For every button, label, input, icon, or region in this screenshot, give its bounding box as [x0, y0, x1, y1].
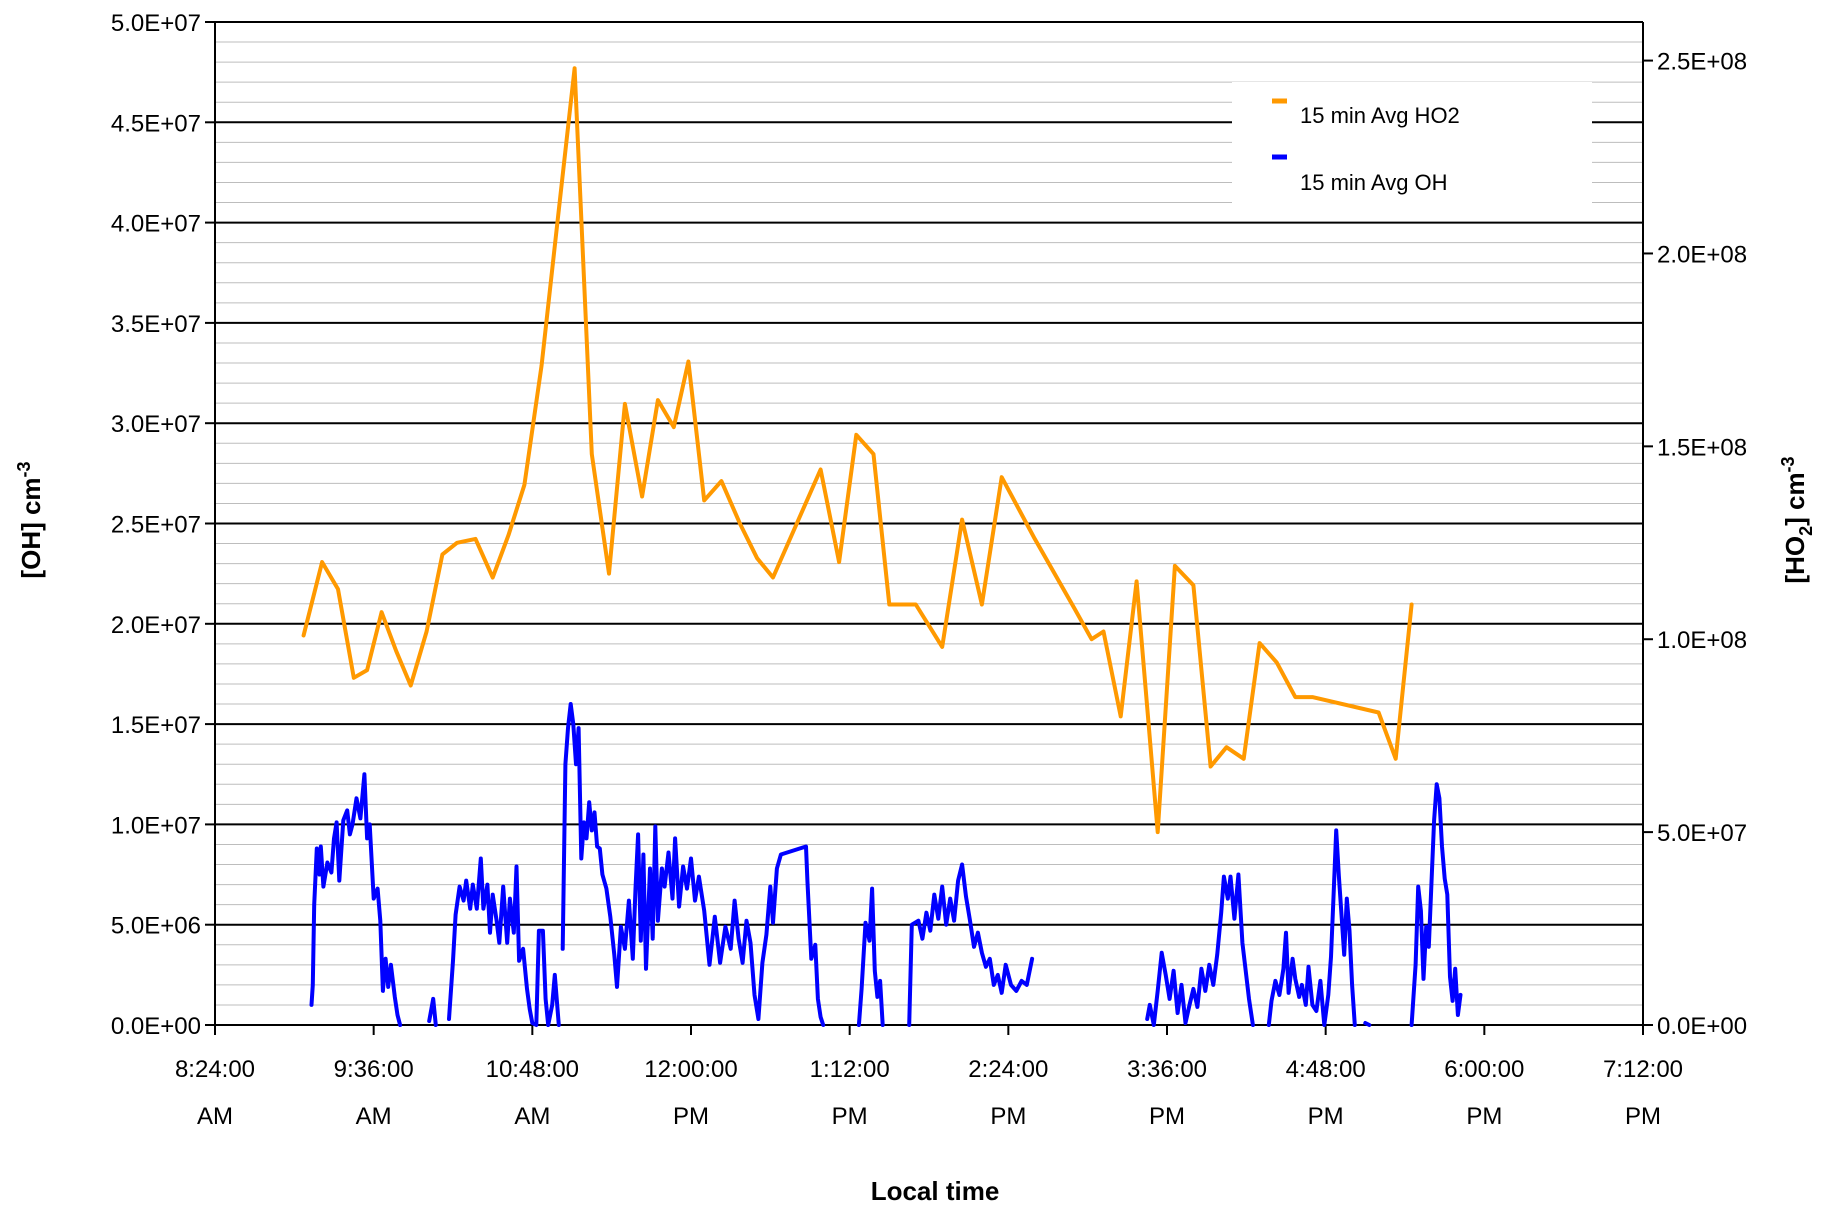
right-tick-label: 1.5E+08 [1657, 434, 1747, 461]
x-tick-label-time: 4:48:00 [1286, 1056, 1366, 1083]
left-axis-title-main: [OH] cm [16, 477, 46, 578]
series-line-oh [427, 996, 438, 1027]
right-tick-label: 1.0E+08 [1657, 627, 1747, 654]
series-line-oh [907, 862, 1035, 1027]
x-tick-label-ampm: PM [832, 1103, 868, 1130]
left-axis-title: [OH] cm-3 [14, 461, 46, 578]
x-tick-label-time: 12:00:00 [644, 1056, 737, 1083]
series-line-oh [1409, 782, 1463, 1027]
x-tick-label-time: 10:48:00 [486, 1056, 579, 1083]
right-tick-label: 2.5E+08 [1657, 49, 1747, 76]
left-tick-label: 2.0E+07 [111, 612, 201, 639]
x-tick-label-ampm: AM [197, 1103, 233, 1130]
x-tick-label-ampm: AM [514, 1103, 550, 1130]
x-tick-label-ampm: PM [1308, 1103, 1344, 1130]
left-tick-label: 4.0E+07 [111, 211, 201, 238]
left-tick-label: 4.5E+07 [111, 110, 201, 137]
series-line-oh [1266, 828, 1357, 1027]
right-tick-label: 5.0E+07 [1657, 820, 1747, 847]
left-tick-label: 0.0E+00 [111, 1013, 201, 1040]
series-line-oh [560, 702, 826, 1027]
left-tick-label: 3.5E+07 [111, 311, 201, 338]
x-tick-label-time: 1:12:00 [810, 1056, 890, 1083]
axes [205, 21, 1653, 1035]
left-tick-label: 1.0E+07 [111, 812, 201, 839]
legend-box [1232, 82, 1592, 207]
x-tick-label-time: 7:12:00 [1603, 1056, 1683, 1083]
left-tick-label: 2.5E+07 [111, 512, 201, 539]
right-axis-tick-labels: 0.0E+00 5.0E+07 1.0E+08 1.5E+08 2.0E+08 2.5E+… [1657, 49, 1747, 1040]
left-tick-label: 5.0E+07 [111, 10, 201, 37]
legend: 15 min Avg HO2 15 min Avg OH [1232, 82, 1592, 207]
series-line-oh [1145, 872, 1255, 1027]
x-tick-label-ampm: AM [356, 1103, 392, 1130]
left-axis-tick-labels: 0.0E+00 5.0E+06 1.0E+07 1.5E+07 2.0E+07 2.5E+… [111, 10, 201, 1040]
x-tick-label-ampm: PM [673, 1103, 709, 1130]
right-axis-title-pre: [HO [1780, 536, 1810, 584]
x-axis-title: Local time [871, 1176, 1000, 1206]
right-tick-label: 2.0E+08 [1657, 241, 1747, 268]
x-tick-label-time: 3:36:00 [1127, 1056, 1207, 1083]
x-tick-label-ampm: PM [990, 1103, 1026, 1130]
x-tick-label-ampm: PM [1625, 1103, 1661, 1130]
left-tick-label: 1.5E+07 [111, 712, 201, 739]
x-tick-label-time: 2:24:00 [968, 1056, 1048, 1083]
major-gridlines [215, 21, 1643, 926]
x-axis-tick-labels: 8:24:00 AM 9:36:00 AM 10:48:00 AM 12:00:00 PM 1:… [175, 1056, 1683, 1130]
legend-label-ho2: 15 min Avg HO2 [1300, 103, 1460, 128]
right-axis-title-post: ] cm [1780, 472, 1810, 525]
x-tick-label-time: 8:24:00 [175, 1056, 255, 1083]
right-axis-title: [HO2] cm-3 [1778, 456, 1816, 583]
left-tick-label: 3.0E+07 [111, 411, 201, 438]
x-tick-label-ampm: PM [1149, 1103, 1185, 1130]
series-line-oh [309, 772, 403, 1027]
right-axis-title-sub: 2 [1796, 526, 1816, 536]
x-tick-label-time: 6:00:00 [1444, 1056, 1524, 1083]
series-layer [301, 66, 1463, 1027]
left-axis-title-sup: -3 [14, 461, 34, 477]
x-tick-label-time: 9:36:00 [334, 1056, 414, 1083]
series-line-ho2 [301, 66, 1414, 835]
right-tick-label: 0.0E+00 [1657, 1013, 1747, 1040]
right-axis-title-sup: -3 [1778, 456, 1798, 472]
legend-label-oh: 15 min Avg OH [1300, 170, 1448, 195]
series-line-oh [856, 886, 885, 1027]
left-tick-label: 5.0E+06 [111, 913, 201, 940]
series-line-oh [1363, 1021, 1372, 1027]
x-tick-label-ampm: PM [1466, 1103, 1502, 1130]
series-line-oh [447, 856, 561, 1027]
